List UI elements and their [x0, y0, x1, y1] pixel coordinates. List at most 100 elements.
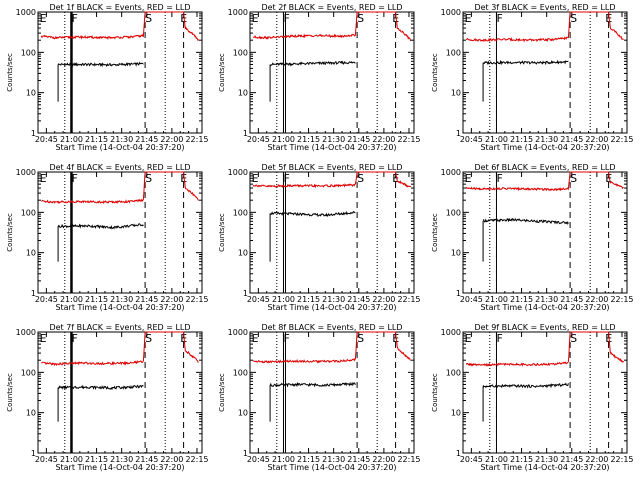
lld-series-line [465, 171, 624, 192]
panel-title: Det 4f BLACK = Events, RED = LLD [49, 163, 190, 172]
events-series-line [482, 217, 569, 226]
panel-title: Det 8f BLACK = Events, RED = LLD [261, 323, 402, 332]
interval-flag: S [357, 12, 364, 25]
x-tick-label: 21:30 [535, 455, 558, 464]
x-tick-label: 22:15 [185, 135, 208, 144]
plot-frame [249, 171, 415, 294]
x-tick-label: 21:30 [110, 455, 133, 464]
events-series-line [58, 384, 144, 391]
interval-flag: S [570, 172, 577, 185]
plot-frame [249, 11, 415, 134]
interval-flag: E [465, 332, 472, 345]
x-tick-label: 22:00 [372, 455, 395, 464]
interval-flag: E [252, 332, 259, 345]
interval-flag: E [465, 12, 472, 25]
x-tick-label: 21:45 [560, 455, 583, 464]
y-tick-label: 100 [233, 368, 248, 377]
interval-flag: E [40, 172, 47, 185]
y-tick-label: 1 [456, 449, 461, 458]
panel-4: Det 4f BLACK = Events, RED = LLD Counts/s… [6, 163, 209, 312]
x-tick-label: 21:00 [60, 135, 83, 144]
plot-frame [37, 171, 203, 294]
x-tick-label: 21:00 [485, 295, 508, 304]
lld-series-line [41, 171, 199, 205]
y-tick-label: 100 [233, 208, 248, 217]
panel-title: Det 2f BLACK = Events, RED = LLD [261, 3, 402, 12]
lld-series-line [40, 11, 200, 42]
y-tick-label: 1 [456, 289, 461, 298]
interval-flag: E [40, 12, 47, 25]
y-tick-label: 1 [243, 289, 248, 298]
interval-flag: S [570, 332, 577, 345]
panel-title: Det 3f BLACK = Events, RED = LLD [474, 3, 615, 12]
x-tick-label: 20:45 [35, 295, 58, 304]
y-axis-title: Counts/sec [218, 53, 226, 92]
panel-2: Det 2f BLACK = Events, RED = LLD Counts/s… [218, 3, 421, 152]
x-tick-label: 20:45 [247, 135, 270, 144]
panel-3: Det 3f BLACK = Events, RED = LLD Counts/s… [431, 3, 634, 152]
events-series-line [269, 210, 356, 218]
y-axis-title: Counts/sec [218, 213, 226, 252]
panel-title: Det 5f BLACK = Events, RED = LLD [261, 163, 402, 172]
x-tick-label: 21:30 [322, 135, 345, 144]
interval-flag: E [252, 172, 259, 185]
x-tick-label: 21:45 [135, 295, 158, 304]
x-tick-label: 22:00 [372, 135, 395, 144]
x-tick-label: 21:45 [135, 135, 158, 144]
panel-1: Det 1f BLACK = Events, RED = LLD Counts/s… [6, 3, 209, 152]
x-tick-label: 21:00 [272, 295, 295, 304]
interval-flag: E [252, 12, 259, 25]
x-tick-label: 22:15 [610, 295, 633, 304]
events-series-line [270, 60, 356, 67]
x-tick-label: 21:30 [322, 455, 345, 464]
y-tick-label: 1000 [16, 168, 36, 177]
x-tick-label: 20:45 [35, 135, 58, 144]
x-tick-label: 22:15 [185, 455, 208, 464]
x-tick-label: 22:15 [610, 135, 633, 144]
x-tick-label: 22:15 [397, 295, 420, 304]
x-tick-label: 21:15 [85, 135, 108, 144]
y-tick-label: 1000 [441, 168, 461, 177]
x-tick-label: 22:15 [397, 135, 420, 144]
x-axis-title: Start Time (14-Oct-04 20:37:20) [480, 303, 609, 312]
interval-flag: S [145, 12, 152, 25]
x-tick-label: 21:45 [135, 455, 158, 464]
x-tick-label: 22:15 [185, 295, 208, 304]
y-tick-label: 10 [26, 409, 36, 418]
x-tick-label: 20:45 [460, 135, 483, 144]
x-tick-label: 22:00 [160, 135, 183, 144]
interval-flag: E [40, 332, 47, 345]
x-tick-label: 21:30 [110, 295, 133, 304]
x-tick-label: 21:00 [272, 135, 295, 144]
lld-series-line [252, 171, 412, 189]
x-tick-label: 21:15 [510, 295, 533, 304]
y-tick-label: 100 [21, 368, 36, 377]
panel-9: Det 9f BLACK = Events, RED = LLD Counts/s… [431, 323, 634, 472]
interval-flag: F [496, 172, 502, 185]
interval-flag: S [145, 332, 152, 345]
interval-flag: S [145, 172, 152, 185]
panel-6: Det 6f BLACK = Events, RED = LLD Counts/s… [431, 163, 634, 312]
y-axis-title: Counts/sec [431, 213, 439, 252]
x-tick-label: 21:00 [60, 295, 83, 304]
x-tick-label: 20:45 [460, 295, 483, 304]
y-axis-title: Counts/sec [6, 373, 14, 412]
panel-title: Det 9f BLACK = Events, RED = LLD [474, 323, 615, 332]
y-axis-title: Counts/sec [431, 373, 439, 412]
x-tick-label: 20:45 [35, 455, 58, 464]
interval-flag: E [392, 172, 399, 185]
y-tick-label: 1000 [441, 8, 461, 17]
y-tick-label: 1000 [16, 8, 36, 17]
y-tick-label: 1000 [228, 168, 248, 177]
plot-frame [462, 11, 628, 134]
x-tick-label: 21:45 [560, 135, 583, 144]
lld-series-line [465, 331, 625, 367]
y-tick-label: 10 [238, 249, 248, 258]
interval-flag: F [496, 12, 502, 25]
x-tick-label: 21:15 [85, 295, 108, 304]
x-tick-label: 21:00 [485, 455, 508, 464]
y-tick-label: 10 [26, 249, 36, 258]
y-tick-label: 1 [31, 449, 36, 458]
x-tick-label: 21:30 [110, 135, 133, 144]
